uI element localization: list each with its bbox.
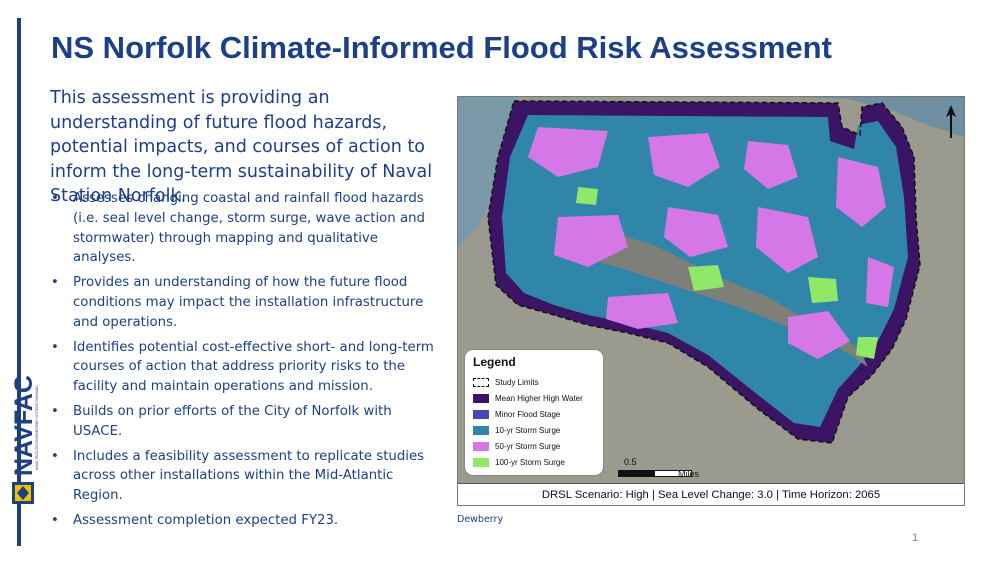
scale-unit: Miles — [678, 469, 700, 479]
study-limits-swatch — [473, 377, 489, 387]
map-legend: Legend Study Limits Mean Higher High Wat… — [464, 349, 604, 476]
map-caption: DRSL Scenario: High | Sea Level Change: … — [458, 483, 964, 505]
bullet-item: Builds on prior efforts of the City of N… — [50, 402, 435, 442]
bullet-list: Assesses changing coastal and rainfall f… — [50, 189, 435, 536]
svg-text:NAVFAC: NAVFAC — [10, 375, 38, 476]
legend-item: Mean Higher High Water — [473, 391, 583, 405]
surge-50yr-swatch — [473, 441, 489, 451]
bullet-item: Identifies potential cost-effective shor… — [50, 338, 435, 397]
surge-100yr-swatch — [473, 457, 489, 467]
page-title: NS Norfolk Climate-Informed Flood Risk A… — [51, 30, 832, 65]
navfac-logo-graphic: NAVFAC NAVAL FACILITIES ENGINEERING SYST… — [10, 375, 39, 504]
scale-value: 0.5 — [624, 457, 637, 467]
bullet-item: Provides an understanding of how the fut… — [50, 273, 435, 332]
north-arrow-icon — [944, 103, 958, 141]
bullet-item: Assesses changing coastal and rainfall f… — [50, 189, 435, 268]
left-accent-rule — [17, 18, 21, 546]
map-scale-bar: 0.5 Miles — [618, 457, 708, 481]
legend-item: 10-yr Storm Surge — [473, 423, 560, 437]
svg-text:NAVAL FACILITIES ENGINEERING S: NAVAL FACILITIES ENGINEERING SYSTEMS COM… — [35, 385, 39, 470]
bullet-item: Includes a feasibility assessment to rep… — [50, 447, 435, 506]
legend-item: 50-yr Storm Surge — [473, 439, 560, 453]
legend-item: 100-yr Storm Surge — [473, 455, 565, 469]
bullet-item: Assessment completion expected FY23. — [50, 511, 435, 531]
page-number: 1 — [912, 532, 919, 544]
image-credit: Dewberry — [457, 514, 504, 525]
legend-item: Minor Flood Stage — [473, 407, 560, 421]
mhhw-swatch — [473, 393, 489, 403]
navfac-logo: NAVFAC NAVAL FACILITIES ENGINEERING SYST… — [6, 358, 40, 508]
surge-10yr-swatch — [473, 425, 489, 435]
legend-title: Legend — [473, 355, 516, 369]
legend-item: Study Limits — [473, 375, 539, 389]
flood-map: Legend Study Limits Mean Higher High Wat… — [457, 96, 965, 506]
minor-flood-swatch — [473, 409, 489, 419]
